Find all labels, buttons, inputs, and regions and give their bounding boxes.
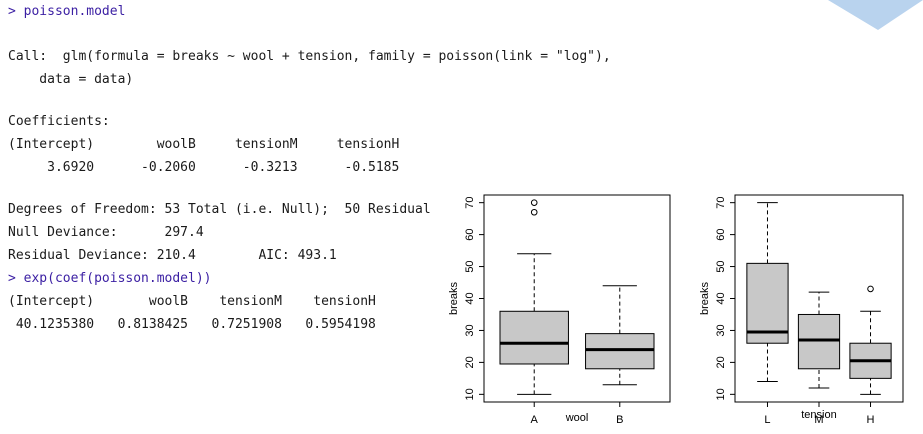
console-output: Degrees of Freedom: 53 Total (i.e. Null)… bbox=[8, 202, 431, 217]
y-tick-label: 40 bbox=[715, 292, 727, 304]
console-command: > poisson.model bbox=[8, 4, 126, 19]
plot-frame bbox=[483, 194, 671, 403]
y-axis-label: breaks bbox=[699, 281, 711, 315]
x-axis-label: tension bbox=[801, 409, 836, 421]
box bbox=[499, 310, 569, 365]
outlier bbox=[867, 285, 874, 293]
y-tick-label: 60 bbox=[715, 228, 727, 240]
box bbox=[797, 313, 841, 370]
console-output: Null Deviance: 297.4 bbox=[8, 225, 204, 240]
y-tick-label: 20 bbox=[715, 356, 727, 368]
x-tick-label: B bbox=[616, 414, 623, 426]
y-tick-label: 30 bbox=[464, 324, 476, 336]
console-output: Residual Deviance: 210.4 AIC: 493.1 bbox=[8, 248, 337, 263]
y-tick-label: 70 bbox=[464, 197, 476, 209]
x-tick-label: A bbox=[531, 414, 539, 426]
y-tick-label: 50 bbox=[464, 260, 476, 272]
console-output: data = data) bbox=[8, 72, 134, 87]
y-tick-label: 40 bbox=[464, 292, 476, 304]
console-output: Call: glm(formula = breaks ~ wool + tens… bbox=[8, 49, 611, 64]
console-output: (Intercept) woolB tensionM tensionH bbox=[8, 294, 376, 309]
y-tick-label: 10 bbox=[715, 388, 727, 400]
x-tick-label: M bbox=[814, 414, 823, 426]
x-axis-label: wool bbox=[565, 412, 589, 424]
y-tick-label: 10 bbox=[464, 388, 476, 400]
box bbox=[746, 262, 789, 344]
console-command: > exp(coef(poisson.model)) bbox=[8, 271, 212, 286]
console-output: (Intercept) woolB tensionM tensionH bbox=[8, 137, 400, 152]
console-output: 40.1235380 0.8138425 0.7251908 0.5954198 bbox=[8, 317, 376, 332]
outlier bbox=[530, 208, 538, 216]
console-output: 3.6920 -0.2060 -0.3213 -0.5185 bbox=[8, 160, 400, 175]
y-tick-label: 60 bbox=[464, 228, 476, 240]
corner-decoration bbox=[828, 0, 923, 30]
x-tick-label: L bbox=[764, 414, 770, 426]
y-tick-label: 70 bbox=[715, 197, 727, 209]
x-tick-label: H bbox=[867, 414, 875, 426]
box bbox=[585, 333, 655, 370]
console-output: Coefficients: bbox=[8, 114, 110, 129]
y-tick-label: 30 bbox=[715, 324, 727, 336]
y-tick-label: 50 bbox=[715, 260, 727, 272]
outlier bbox=[530, 199, 538, 206]
y-tick-label: 20 bbox=[464, 356, 476, 368]
y-axis-label: breaks bbox=[448, 281, 460, 315]
